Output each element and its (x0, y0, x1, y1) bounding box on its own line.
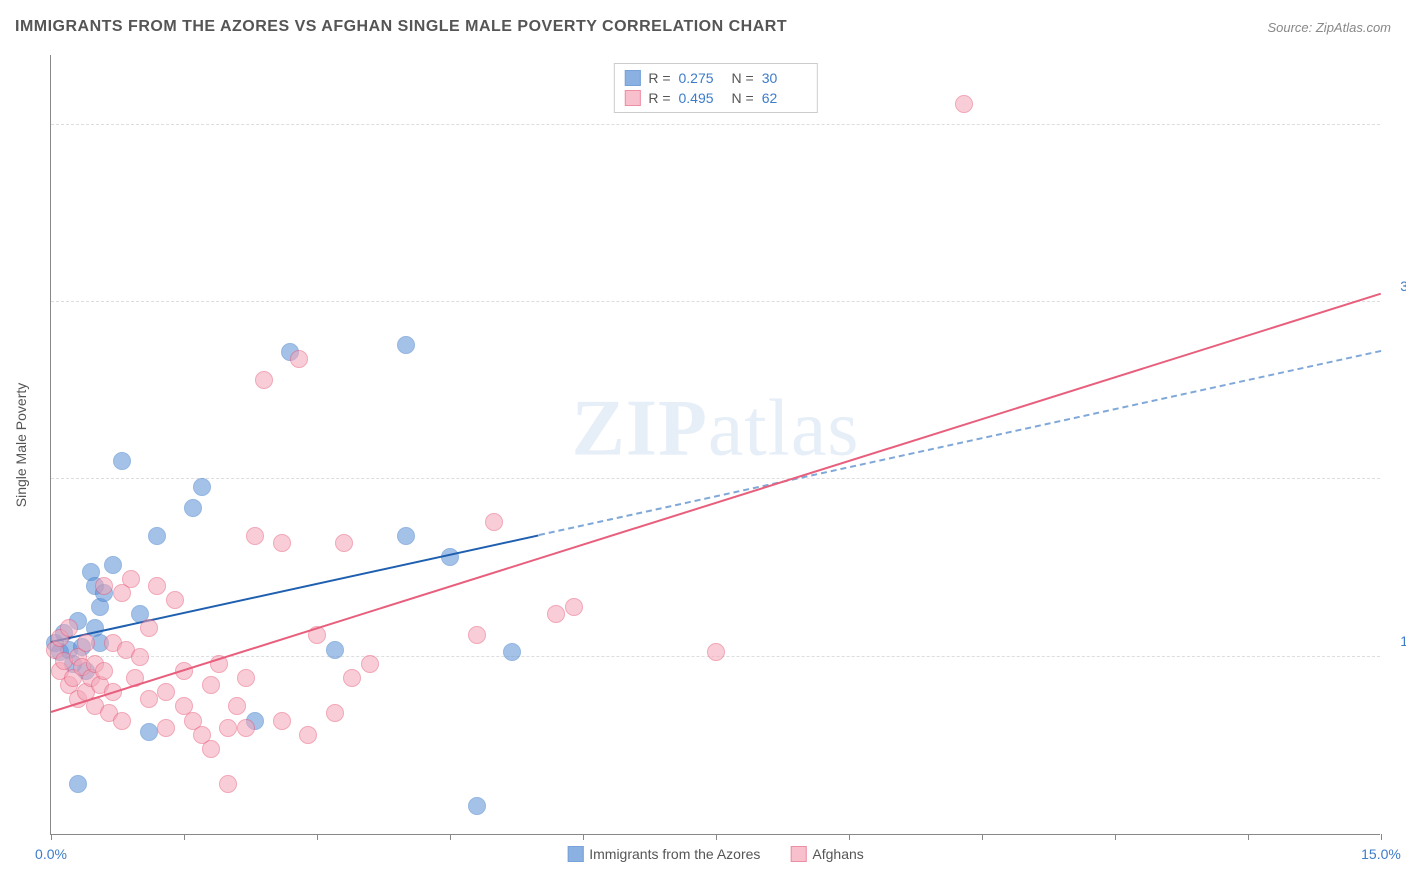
x-tick-label: 0.0% (35, 846, 67, 862)
legend-swatch (624, 90, 640, 106)
stat-r-label: R = (648, 90, 670, 106)
data-point (255, 371, 273, 389)
data-point (468, 626, 486, 644)
data-point (955, 95, 973, 113)
series-legend-item: Immigrants from the Azores (567, 846, 760, 862)
data-point (184, 499, 202, 517)
grid-line (51, 124, 1380, 125)
data-point (95, 662, 113, 680)
legend-swatch (624, 70, 640, 86)
stat-n-value: 30 (762, 70, 807, 86)
grid-line (51, 301, 1380, 302)
data-point (397, 336, 415, 354)
data-point (202, 676, 220, 694)
stats-row: R = 0.275 N = 30 (624, 68, 806, 88)
x-tick (184, 834, 185, 840)
data-point (326, 641, 344, 659)
x-tick-label: 15.0% (1361, 846, 1401, 862)
legend-swatch (790, 846, 806, 862)
data-point (77, 634, 95, 652)
y-tick-label: 12.5% (1385, 633, 1406, 649)
series-legend-item: Afghans (790, 846, 863, 862)
stat-n-value: 62 (762, 90, 807, 106)
data-point (335, 534, 353, 552)
data-point (290, 350, 308, 368)
data-point (148, 527, 166, 545)
data-point (565, 598, 583, 616)
data-point (131, 648, 149, 666)
stat-n-label: N = (732, 70, 754, 86)
data-point (219, 719, 237, 737)
data-point (237, 669, 255, 687)
data-point (69, 775, 87, 793)
data-point (95, 577, 113, 595)
grid-line (51, 478, 1380, 479)
data-point (148, 577, 166, 595)
data-point (157, 719, 175, 737)
watermark: ZIPatlas (572, 383, 860, 474)
legend-swatch (567, 846, 583, 862)
data-point (202, 740, 220, 758)
data-point (60, 619, 78, 637)
data-point (193, 478, 211, 496)
data-point (441, 548, 459, 566)
stats-row: R = 0.495 N = 62 (624, 88, 806, 108)
stats-legend: R = 0.275 N = 30 R = 0.495 N = 62 (613, 63, 817, 113)
data-point (361, 655, 379, 673)
data-point (343, 669, 361, 687)
stat-r-value: 0.495 (679, 90, 724, 106)
data-point (157, 683, 175, 701)
data-point (122, 570, 140, 588)
trend-line (538, 350, 1381, 536)
x-tick (1248, 834, 1249, 840)
data-point (273, 712, 291, 730)
data-point (228, 697, 246, 715)
stat-r-label: R = (648, 70, 670, 86)
scatter-plot: Single Male Poverty ZIPatlas R =0.275N =… (50, 55, 1380, 835)
data-point (485, 513, 503, 531)
data-point (468, 797, 486, 815)
data-point (219, 775, 237, 793)
data-point (140, 723, 158, 741)
data-point (166, 591, 184, 609)
data-point (113, 452, 131, 470)
series-label: Immigrants from the Azores (589, 846, 760, 862)
data-point (299, 726, 317, 744)
x-tick (317, 834, 318, 840)
data-point (547, 605, 565, 623)
source-label: Source: ZipAtlas.com (1267, 20, 1391, 35)
x-tick (1115, 834, 1116, 840)
data-point (140, 690, 158, 708)
data-point (273, 534, 291, 552)
y-axis-label: Single Male Poverty (13, 382, 29, 507)
data-point (237, 719, 255, 737)
x-tick (583, 834, 584, 840)
data-point (140, 619, 158, 637)
data-point (113, 712, 131, 730)
chart-title: IMMIGRANTS FROM THE AZORES VS AFGHAN SIN… (15, 18, 787, 36)
x-tick (1381, 834, 1382, 840)
stat-n-label: N = (732, 90, 754, 106)
data-point (326, 704, 344, 722)
y-tick-label: 37.5% (1385, 278, 1406, 294)
data-point (104, 556, 122, 574)
data-point (397, 527, 415, 545)
x-tick (849, 834, 850, 840)
data-point (707, 643, 725, 661)
data-point (503, 643, 521, 661)
x-tick (51, 834, 52, 840)
x-tick (450, 834, 451, 840)
x-tick (982, 834, 983, 840)
data-point (246, 527, 264, 545)
series-legend: Immigrants from the Azores Afghans (567, 846, 864, 862)
x-tick (716, 834, 717, 840)
stat-r-value: 0.275 (679, 70, 724, 86)
series-label: Afghans (812, 846, 863, 862)
